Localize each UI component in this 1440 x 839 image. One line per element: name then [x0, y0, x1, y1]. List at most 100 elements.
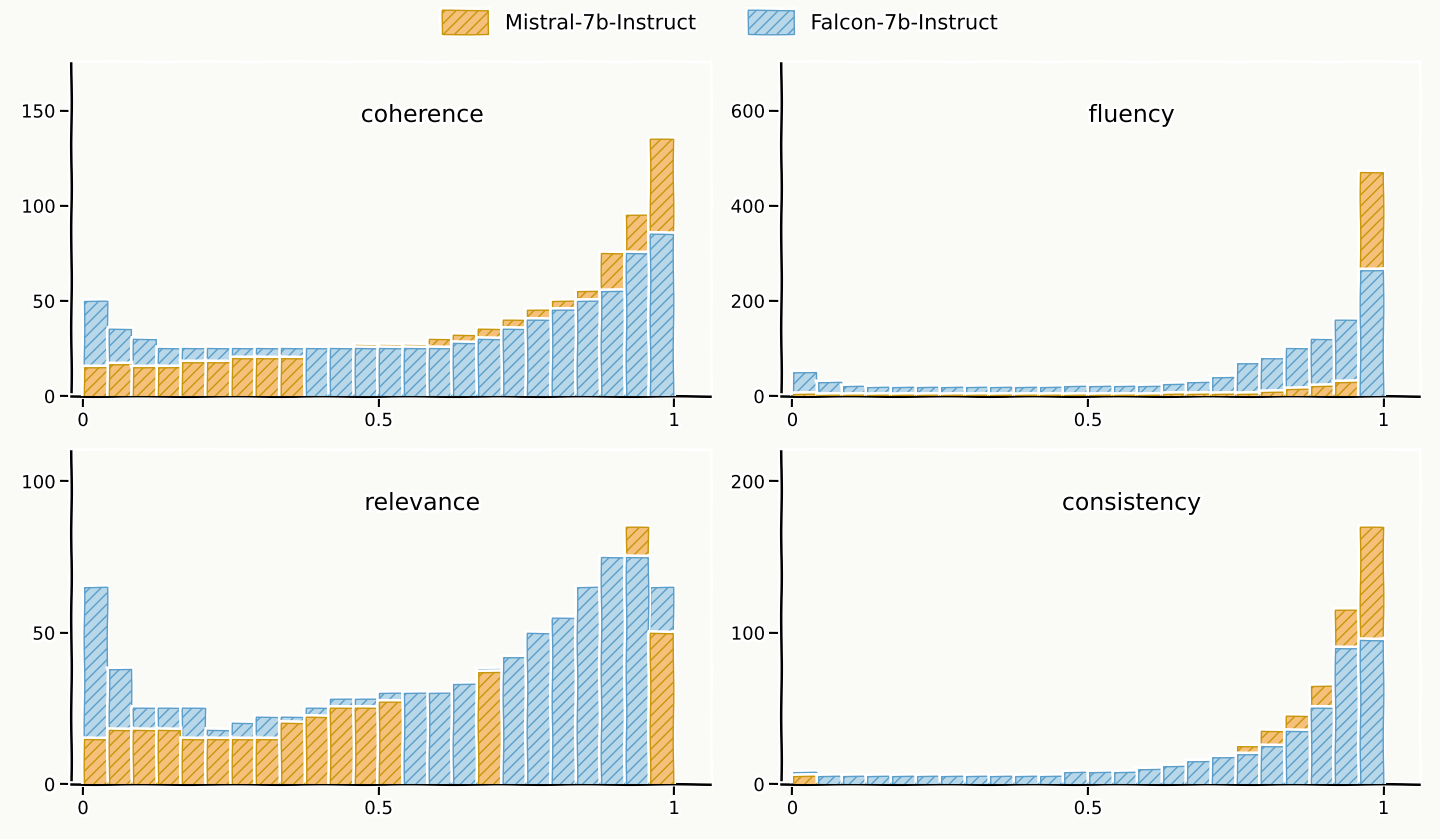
Bar	[942, 776, 963, 784]
Bar	[405, 348, 426, 396]
Bar	[1310, 387, 1333, 396]
Bar	[1335, 610, 1358, 784]
Bar	[380, 348, 402, 396]
Bar	[867, 395, 890, 396]
Bar	[842, 387, 865, 396]
Bar	[552, 310, 575, 396]
Bar	[1212, 757, 1234, 784]
Bar	[478, 669, 501, 784]
Bar	[1113, 772, 1136, 784]
Bar	[132, 367, 156, 396]
Bar	[429, 693, 451, 784]
Bar	[1113, 387, 1136, 396]
Bar	[207, 348, 230, 396]
Bar	[552, 301, 575, 396]
Bar	[305, 348, 328, 396]
Bar	[891, 395, 914, 396]
Bar	[651, 587, 672, 784]
Bar	[503, 657, 526, 784]
Bar	[1212, 757, 1234, 784]
Text: consistency: consistency	[1061, 491, 1201, 515]
Bar	[576, 301, 599, 396]
Bar	[942, 776, 963, 784]
Bar	[158, 348, 180, 396]
Bar	[1138, 386, 1161, 396]
Bar	[1286, 388, 1309, 396]
Bar	[158, 367, 180, 396]
Bar	[867, 388, 890, 396]
Bar	[626, 527, 648, 784]
Bar	[1164, 766, 1185, 784]
Bar	[183, 738, 204, 784]
Bar	[405, 693, 426, 784]
Bar	[1040, 395, 1063, 396]
Text: fluency: fluency	[1089, 103, 1175, 127]
Bar	[966, 776, 988, 784]
Bar	[429, 339, 451, 396]
Bar	[818, 776, 841, 784]
Bar	[1164, 384, 1185, 396]
Bar	[1040, 776, 1063, 784]
Bar	[867, 776, 890, 784]
Bar	[626, 557, 648, 784]
Bar	[1212, 377, 1234, 396]
Bar	[793, 373, 816, 396]
Bar	[1188, 393, 1210, 396]
Bar	[1138, 769, 1161, 784]
Bar	[576, 587, 599, 784]
Bar	[1138, 769, 1161, 784]
Bar	[966, 388, 988, 396]
Bar	[842, 395, 865, 396]
Bar	[1064, 395, 1087, 396]
Bar	[600, 253, 624, 396]
Bar	[305, 708, 328, 784]
Bar	[1261, 746, 1284, 784]
Bar	[405, 693, 426, 784]
Bar	[818, 776, 841, 784]
Bar	[1064, 387, 1087, 396]
Bar	[207, 738, 230, 784]
Bar	[552, 618, 575, 784]
Bar	[183, 348, 204, 396]
Bar	[354, 348, 377, 396]
Bar	[1113, 395, 1136, 396]
Bar	[1188, 761, 1210, 784]
Bar	[651, 139, 672, 396]
Bar	[891, 776, 914, 784]
Bar	[1359, 270, 1382, 396]
Bar	[793, 772, 816, 784]
Bar	[108, 669, 131, 784]
Bar	[478, 339, 501, 396]
Bar	[1335, 320, 1358, 396]
Bar	[1335, 382, 1358, 396]
Bar	[891, 776, 914, 784]
Bar	[916, 776, 939, 784]
Bar	[527, 320, 550, 396]
Bar	[207, 730, 230, 784]
Bar	[626, 215, 648, 396]
Bar	[454, 342, 477, 396]
Bar	[454, 684, 477, 784]
Bar	[232, 723, 255, 784]
Bar	[429, 693, 451, 784]
Bar	[108, 730, 131, 784]
Bar	[818, 395, 841, 396]
Bar	[330, 708, 353, 784]
Bar	[478, 330, 501, 396]
Bar	[552, 618, 575, 784]
Bar	[600, 291, 624, 396]
Bar	[600, 557, 624, 784]
Bar	[132, 730, 156, 784]
Bar	[132, 339, 156, 396]
Bar	[380, 693, 402, 784]
Bar	[454, 335, 477, 396]
Bar	[354, 708, 377, 784]
Bar	[1286, 348, 1309, 396]
Bar	[158, 730, 180, 784]
Bar	[207, 362, 230, 396]
Bar	[503, 657, 526, 784]
Bar	[891, 388, 914, 396]
Bar	[916, 776, 939, 784]
Bar	[429, 348, 451, 396]
Bar	[232, 738, 255, 784]
